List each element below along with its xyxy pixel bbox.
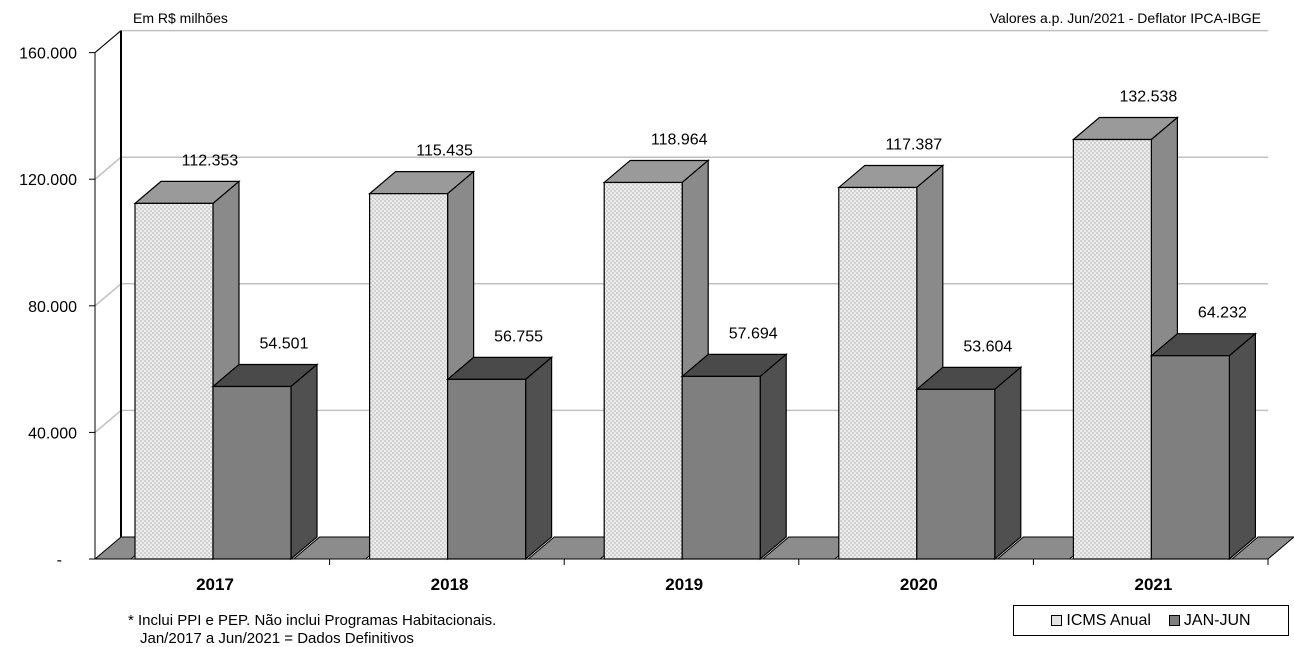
data-label-semester: 64.232 — [1198, 305, 1247, 322]
deflator-note: Valores a.p. Jun/2021 - Deflator IPCA-IB… — [989, 10, 1261, 26]
gridline-depth — [94, 283, 122, 307]
x-tick-label: 2019 — [665, 575, 703, 594]
bar-annual-front — [1072, 138, 1153, 560]
bar-annual-front — [603, 181, 683, 560]
legend-label-annual: ICMS Anual — [1066, 611, 1151, 629]
y-tick-label: 40.000 — [28, 425, 77, 442]
data-label-semester: 54.501 — [260, 336, 309, 353]
bar-annual-front — [134, 202, 214, 560]
data-label-annual: 132.538 — [1119, 89, 1177, 106]
bar-semester — [680, 353, 788, 561]
data-label-semester: 56.755 — [494, 328, 543, 345]
legend-item-annual: ICMS Anual — [1051, 611, 1151, 630]
bar-semester-front — [1150, 355, 1231, 560]
bar-annual — [367, 170, 476, 561]
y-tick-label: - — [57, 552, 62, 569]
gridline-depth — [94, 156, 122, 180]
bar-semester-front — [447, 378, 527, 560]
bar-semester-front — [212, 385, 292, 560]
x-tick-label: 2018 — [431, 575, 469, 594]
bar-semester — [445, 356, 554, 561]
bar-semester-front — [916, 388, 996, 560]
bar-annual-front — [838, 186, 918, 560]
y-tick-label: 160.000 — [19, 46, 77, 63]
bar-annual-front — [369, 193, 449, 560]
y-axis-top — [94, 30, 122, 53]
footnote-line1: * Inclui PPI e PEP. Não inclui Programas… — [128, 612, 497, 629]
bar-semester-side — [290, 363, 318, 561]
data-label-semester: 53.604 — [963, 338, 1012, 355]
legend-swatch-semester — [1168, 615, 1180, 626]
bar-semester-side — [994, 366, 1022, 561]
data-label-annual: 115.435 — [416, 143, 473, 160]
y-tick-label: 120.000 — [19, 172, 77, 189]
data-label-annual: 118.964 — [651, 131, 708, 148]
y-tick-label: 80.000 — [28, 299, 77, 316]
x-tick-label: 2020 — [900, 575, 938, 594]
data-label-annual: 117.387 — [885, 136, 942, 153]
legend: ICMS Anual JAN-JUN — [1013, 605, 1289, 636]
data-label-annual: 112.353 — [182, 152, 239, 169]
data-label-semester: 57.694 — [729, 325, 778, 342]
bar-semester-side — [1228, 332, 1257, 561]
unit-label: Em R$ milhões — [133, 10, 228, 26]
x-tick-label: 2017 — [196, 575, 234, 594]
footnote-line2: Jan/2017 a Jun/2021 = Dados Definitivos — [140, 630, 414, 647]
bar-semester-side — [524, 356, 553, 561]
legend-swatch-annual — [1051, 615, 1063, 626]
gridline-depth — [94, 409, 122, 433]
bar-semester-front — [681, 375, 761, 560]
bar-semester — [211, 363, 319, 561]
x-tick-label: 2021 — [1134, 575, 1172, 594]
bar-semester — [915, 366, 1023, 561]
bar-semester-side — [759, 353, 787, 561]
bar-semester — [1149, 332, 1258, 561]
legend-item-semester: JAN-JUN — [1168, 611, 1251, 630]
legend-label-semester: JAN-JUN — [1183, 611, 1251, 629]
